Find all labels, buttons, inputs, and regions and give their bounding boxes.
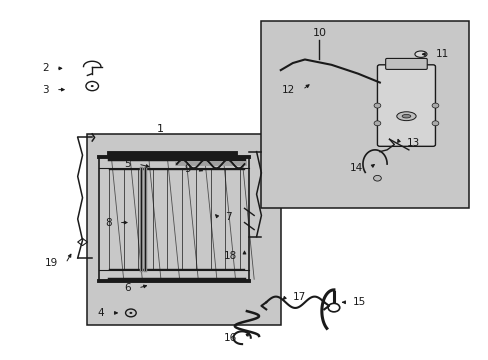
Text: 11: 11 [435,49,448,59]
Text: 12: 12 [282,85,295,95]
Circle shape [431,103,438,108]
Text: 17: 17 [292,292,305,302]
FancyBboxPatch shape [385,58,427,69]
Text: 15: 15 [352,297,366,307]
Text: 5: 5 [124,159,131,169]
Text: 14: 14 [349,163,362,172]
Circle shape [91,85,94,87]
Text: 9: 9 [184,165,191,174]
Text: 19: 19 [45,258,58,268]
Circle shape [373,121,380,126]
Text: 3: 3 [42,85,49,95]
Text: 7: 7 [224,212,231,222]
Circle shape [373,103,380,108]
Circle shape [129,312,132,314]
Text: 2: 2 [42,63,49,73]
Ellipse shape [401,114,410,118]
Bar [261,21,468,208]
Ellipse shape [414,51,426,57]
Text: 16: 16 [224,333,237,343]
Circle shape [373,175,381,181]
Text: 6: 6 [124,283,131,293]
Circle shape [431,121,438,126]
Ellipse shape [396,112,415,121]
Text: 4: 4 [98,308,104,318]
Text: 13: 13 [406,138,419,148]
Text: 10: 10 [312,28,326,38]
FancyBboxPatch shape [377,65,435,146]
Text: 18: 18 [224,251,237,261]
Text: 8: 8 [105,217,111,228]
Bar [87,134,280,325]
Text: 1: 1 [156,123,163,134]
